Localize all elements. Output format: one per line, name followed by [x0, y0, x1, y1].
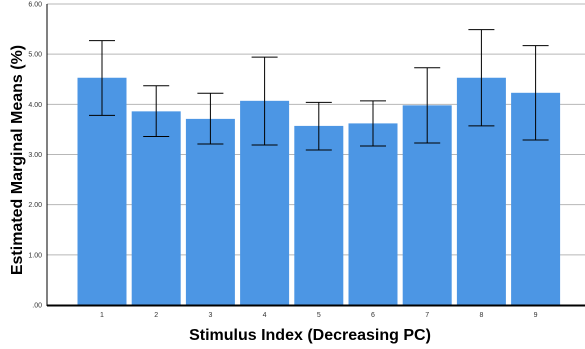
x-tick-label: 9 — [534, 312, 538, 319]
bars — [77, 77, 561, 306]
axes — [46, 4, 585, 307]
y-tick-labels: .00 1.00 2.00 3.00 4.00 5.00 6.00 — [28, 2, 42, 310]
y-tick-label: 5.00 — [28, 52, 42, 59]
bar — [294, 125, 344, 305]
x-axis-title: Stimulus Index (Decreasing PC) — [189, 327, 431, 344]
y-tick-label: 3.00 — [28, 152, 42, 159]
y-tick-label: 1.00 — [28, 252, 42, 259]
x-tick-label: 5 — [317, 312, 321, 319]
y-tick-label: .00 — [32, 303, 42, 310]
x-tick-label: 4 — [263, 312, 267, 319]
y-axis-title: Estimated Marginal Means (%) — [9, 45, 26, 275]
error-bars — [89, 29, 549, 151]
y-tick-label: 6.00 — [28, 2, 42, 9]
x-tick-label: 6 — [371, 312, 375, 319]
y-tick-label: 2.00 — [28, 202, 42, 209]
bar — [131, 111, 181, 306]
x-tick-label: 8 — [479, 312, 483, 319]
y-tick-label: 4.00 — [28, 102, 42, 109]
x-tick-label: 7 — [425, 312, 429, 319]
bar — [348, 123, 398, 305]
x-tick-label: 2 — [154, 312, 158, 319]
bar — [185, 118, 235, 305]
x-tick-label: 3 — [208, 312, 212, 319]
x-tick-labels: 1 2 3 4 5 6 7 8 9 — [100, 312, 538, 319]
x-tick-label: 1 — [100, 312, 104, 319]
